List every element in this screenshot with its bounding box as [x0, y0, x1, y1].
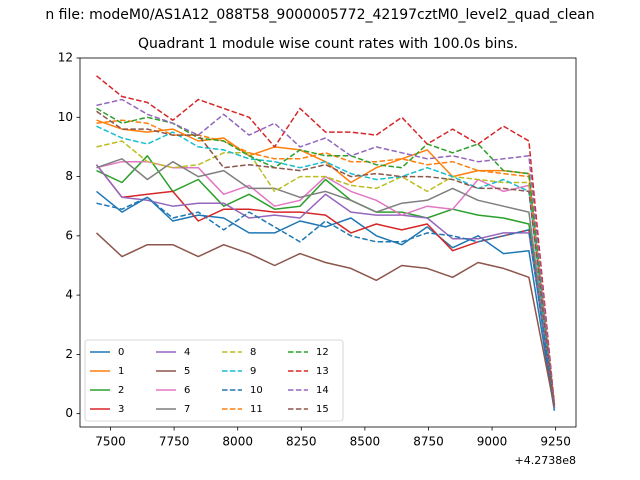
x-tick-label: 8750	[413, 435, 444, 449]
series-line-15	[96, 110, 556, 408]
series-line-4	[95, 164, 556, 405]
legend-label-14: 14	[316, 385, 329, 396]
y-tick-label: 6	[65, 228, 73, 242]
y-tick-label: 12	[58, 51, 73, 65]
legend-label-2: 2	[118, 385, 124, 396]
series-line-0	[96, 190, 556, 411]
x-tick-label: 8250	[286, 435, 317, 449]
x-tick-label: 7500	[95, 435, 126, 449]
y-axis: 0 2 4 6 8 10 12	[58, 51, 80, 420]
legend-label-1: 1	[118, 366, 124, 377]
axes-frame	[79, 57, 577, 428]
y-tick-label: 0	[65, 406, 73, 420]
legend-label-5: 5	[184, 366, 190, 377]
legend-label-7: 7	[184, 404, 190, 415]
legend-box	[84, 339, 344, 422]
series-line-8	[96, 140, 556, 408]
y-tick-label: 8	[65, 169, 73, 183]
x-tick-label: 9250	[540, 435, 571, 449]
legend-label-6: 6	[184, 385, 190, 396]
legend-label-11: 11	[250, 404, 263, 415]
legend-label-4: 4	[184, 347, 190, 358]
legend-label-0: 0	[118, 347, 124, 358]
y-tick-label: 2	[65, 347, 73, 361]
series-layer	[95, 75, 556, 411]
legend-label-3: 3	[118, 404, 124, 415]
series-line-7	[96, 158, 556, 408]
x-tick-label: 8500	[350, 435, 381, 449]
legend-label-12: 12	[316, 347, 329, 358]
legend-label-8: 8	[250, 347, 256, 358]
x-tick-label: 8000	[222, 435, 253, 449]
y-tick-label: 10	[58, 110, 73, 124]
legend-label-10: 10	[250, 385, 263, 396]
x-tick-label: 7750	[159, 435, 190, 449]
series-line-9	[96, 125, 556, 408]
series-line-10	[96, 196, 556, 408]
legend-label-13: 13	[316, 366, 329, 377]
series-line-5	[95, 232, 556, 408]
x-axis: 7500 7750 8000 8250 8500 8750 9000 9250	[95, 427, 571, 449]
x-tick-label: 9000	[477, 435, 508, 449]
legend-label-9: 9	[250, 366, 256, 377]
y-tick-label: 4	[65, 288, 73, 302]
x-offset-label: +4.2738e8	[515, 454, 576, 467]
series-line-13	[96, 75, 556, 405]
series-line-14	[96, 98, 556, 408]
chart-title: Quadrant 1 module wise count rates with …	[138, 36, 518, 52]
figure-suptitle: n file: modeM0/AS1A12_088T58_9000005772_…	[45, 7, 594, 23]
legend-label-15: 15	[316, 404, 329, 415]
